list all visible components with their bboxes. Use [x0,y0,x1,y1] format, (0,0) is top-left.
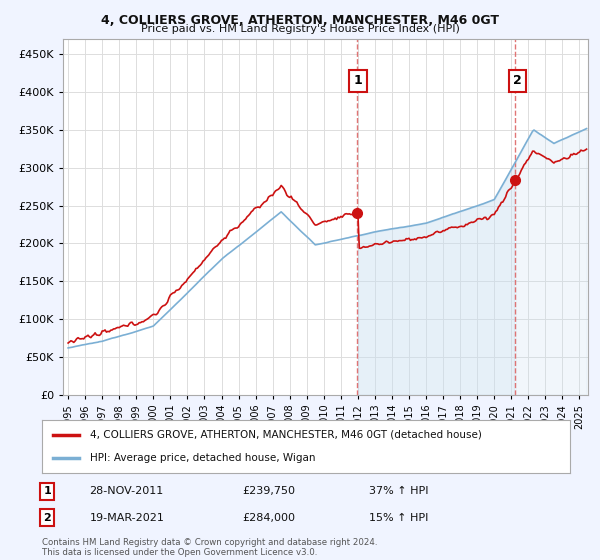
Text: £284,000: £284,000 [242,513,296,522]
Text: 2: 2 [43,513,51,522]
Text: £239,750: £239,750 [242,487,296,496]
Text: 37% ↑ HPI: 37% ↑ HPI [370,487,429,496]
Text: HPI: Average price, detached house, Wigan: HPI: Average price, detached house, Wiga… [89,453,315,463]
Text: 28-NOV-2011: 28-NOV-2011 [89,487,164,496]
Text: Price paid vs. HM Land Registry's House Price Index (HPI): Price paid vs. HM Land Registry's House … [140,24,460,34]
Text: 1: 1 [354,74,362,87]
Text: Contains HM Land Registry data © Crown copyright and database right 2024.
This d: Contains HM Land Registry data © Crown c… [42,538,377,557]
Text: 4, COLLIERS GROVE, ATHERTON, MANCHESTER, M46 0GT: 4, COLLIERS GROVE, ATHERTON, MANCHESTER,… [101,14,499,27]
Text: 2: 2 [513,74,522,87]
Text: 4, COLLIERS GROVE, ATHERTON, MANCHESTER, M46 0GT (detached house): 4, COLLIERS GROVE, ATHERTON, MANCHESTER,… [89,430,481,440]
Text: 15% ↑ HPI: 15% ↑ HPI [370,513,429,522]
Text: 19-MAR-2021: 19-MAR-2021 [89,513,164,522]
Text: 1: 1 [43,487,51,496]
